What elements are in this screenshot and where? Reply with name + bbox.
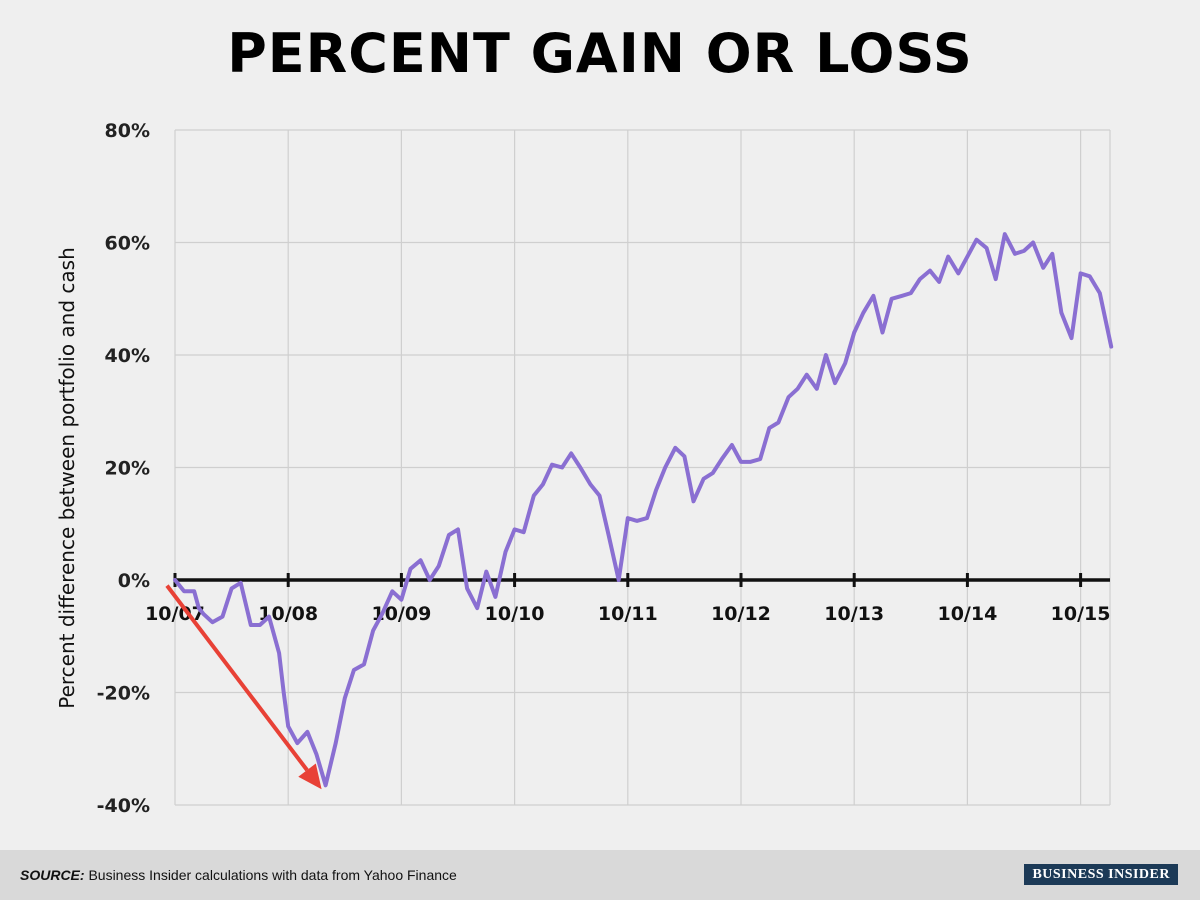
- y-tick-label: -20%: [97, 683, 150, 705]
- y-axis-label: Percent difference between portfolio and…: [55, 247, 79, 709]
- y-tick-label: 20%: [105, 458, 150, 480]
- x-tick-label: 10/12: [711, 603, 771, 625]
- x-tick-label: 10/11: [598, 603, 658, 625]
- x-tick-label: 10/10: [485, 603, 545, 625]
- arrow-shaft: [165, 584, 309, 772]
- source-note: SOURCE: Business Insider calculations wi…: [20, 867, 457, 883]
- y-tick-label: 0%: [118, 570, 150, 592]
- source-text: Business Insider calculations with data …: [84, 867, 457, 883]
- source-label: SOURCE:: [20, 867, 85, 883]
- x-tick-label: 10/14: [937, 603, 997, 625]
- y-axis-ticks: 80% 60% 40% 20% 0% -20% -40%: [97, 120, 150, 817]
- x-tick-label: 10/08: [258, 603, 318, 625]
- y-tick-label: 80%: [105, 120, 150, 142]
- gridlines: [174, 129, 1111, 806]
- y-tick-label: 60%: [105, 233, 150, 255]
- y-tick-label: -40%: [97, 795, 150, 817]
- footer: SOURCE: Business Insider calculations wi…: [0, 850, 1200, 900]
- business-insider-logo: BUSINESS INSIDER: [1024, 864, 1178, 885]
- chart-title: PERCENT GAIN OR LOSS: [227, 22, 973, 85]
- line-chart: 80%60%40%20%0%-20%-40% 10/07 10/08 10/09 10…: [55, 120, 1114, 817]
- series-line: [173, 232, 1114, 788]
- y-tick-label: 40%: [105, 345, 150, 367]
- x-tick-label: 10/07: [145, 603, 205, 625]
- arrow-head: [298, 763, 322, 790]
- x-tick-label: 10/13: [824, 603, 884, 625]
- x-tick-label: 10/15: [1051, 603, 1111, 625]
- annotation-arrow: [165, 584, 322, 790]
- x-axis: 10/07 10/08 10/09 10/10 10/11 10/12 10/13 10/14…: [145, 573, 1111, 625]
- series-layer: [173, 232, 1114, 788]
